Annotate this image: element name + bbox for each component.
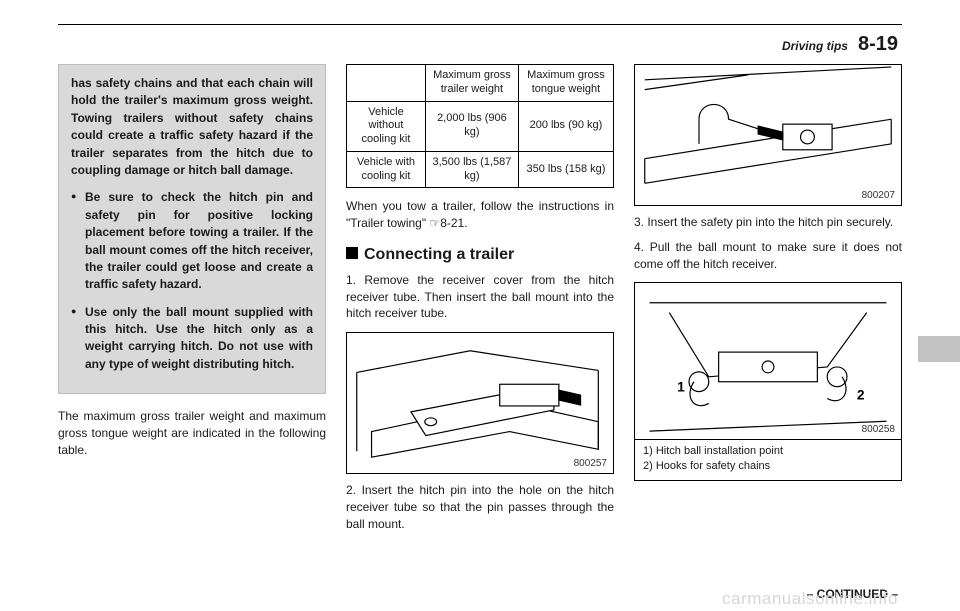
table-cell: 2,000 lbs (906 kg) [425,101,518,151]
continued-label: – CONTINUED – [807,587,898,601]
figure-id: 800257 [574,458,607,469]
table-cell [347,65,426,102]
column-2: Maximum gross trailer weight Maximum gro… [346,64,614,533]
safety-pin-illustration [635,65,901,205]
column-1: has safety chains and that each chain wi… [58,64,326,533]
figure-800257: 800257 [346,332,614,474]
hitch-underside-illustration: 1 2 [635,283,901,439]
page: Driving tips 8-19 has safety chains and … [0,0,960,611]
subheading-connecting: Connecting a trailer [346,246,614,264]
figure-id: 800207 [862,190,895,201]
table-cell: 350 lbs (158 kg) [518,151,613,188]
figure-800207: 800207 [634,64,902,206]
section-title: Driving tips [782,39,848,53]
step-1: 1. Remove the receiver cover from the hi… [346,272,614,322]
notice-item: Use only the ball mount supplied with th… [71,304,313,374]
caption-line: 2) Hooks for safety chains [643,459,893,474]
hitch-insert-illustration [347,333,613,473]
side-tab [918,336,960,362]
table-row: Vehicle with cooling kit 3,500 lbs (1,58… [347,151,614,188]
table-row: Vehicle without cooling kit 2,000 lbs (9… [347,101,614,151]
table-cell: 3,500 lbs (1,587 kg) [425,151,518,188]
notice-item: Be sure to check the hitch pin and safet… [71,189,313,293]
weights-table: Maximum gross trailer weight Maximum gro… [346,64,614,188]
body-paragraph: The maximum gross trailer weight and max… [58,408,326,458]
table-row: Maximum gross trailer weight Maximum gro… [347,65,614,102]
figure-800258: 1 2 800258 [634,282,902,440]
column-3: 800207 3. Insert the safety pin into the… [634,64,902,533]
table-cell: Vehicle without cooling kit [347,101,426,151]
table-cell: Maximum gross trailer weight [425,65,518,102]
figure-id: 800258 [862,424,895,435]
table-cell: 200 lbs (90 kg) [518,101,613,151]
step-4: 4. Pull the ball mount to make sure it d… [634,239,902,273]
safety-notice: has safety chains and that each chain wi… [58,64,326,394]
callout-2: 2 [857,387,865,403]
caption-line: 1) Hitch ball installation point [643,444,893,459]
page-number: 8-19 [858,33,898,56]
table-cell: Maximum gross tongue weight [518,65,613,102]
notice-list: Be sure to check the hitch pin and safet… [71,189,313,373]
notice-lead: has safety chains and that each chain wi… [71,75,313,179]
page-header: Driving tips 8-19 [58,33,902,56]
black-square-icon [346,247,358,259]
columns: has safety chains and that each chain wi… [58,64,902,533]
figure-caption: 1) Hitch ball installation point 2) Hook… [634,440,902,481]
table-cell: Vehicle with cooling kit [347,151,426,188]
step-3: 3. Insert the safety pin into the hitch … [634,214,902,231]
after-table-text: When you tow a trailer, follow the instr… [346,198,614,232]
top-rule [58,24,902,25]
callout-1: 1 [677,379,685,395]
subhead-text: Connecting a trailer [364,246,514,263]
step-2: 2. Insert the hitch pin into the hole on… [346,482,614,532]
